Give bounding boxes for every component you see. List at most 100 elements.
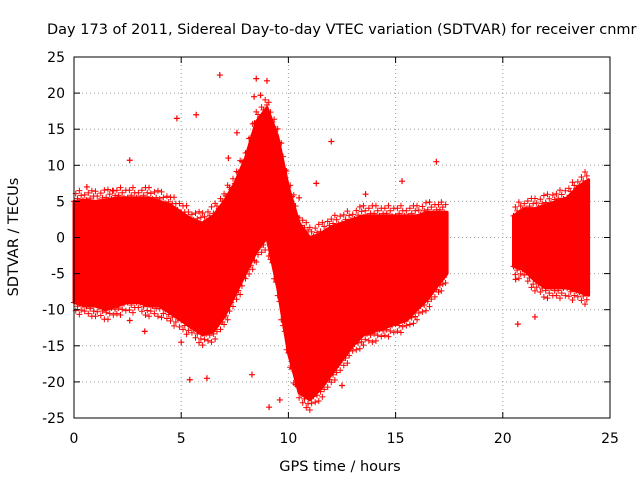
band-edge-upper-point	[197, 214, 204, 221]
outlier-point	[126, 317, 133, 324]
band-edge-lower-point	[583, 296, 590, 303]
band-edge-upper-point	[231, 180, 238, 187]
band-edge-upper-point	[138, 187, 145, 194]
band-edge-upper-point	[96, 197, 103, 204]
band-edge-upper-point	[206, 212, 213, 219]
outlier-point	[276, 396, 283, 403]
band-edge-upper-point	[74, 195, 81, 202]
band-edge-upper-point	[578, 173, 585, 180]
band-edge-upper-point	[580, 177, 587, 184]
band-edge-upper-point	[376, 212, 383, 219]
band-edge-upper-point	[287, 182, 294, 189]
band-edge-lower-point	[442, 279, 449, 286]
band-edge-lower-point	[217, 326, 224, 333]
band-edge-lower-point	[129, 309, 136, 316]
band-edge-lower-point	[224, 316, 231, 323]
band-edge-upper-point	[312, 225, 319, 232]
band-edge-lower-point	[212, 336, 219, 343]
outlier-point	[399, 178, 406, 185]
band-edge-upper-point	[531, 195, 538, 202]
band-edge-lower-point	[106, 310, 113, 317]
band-edge-upper-point	[208, 203, 215, 210]
band-edge-upper-point	[119, 189, 126, 196]
band-edge-upper-point	[126, 187, 133, 194]
band-edge-upper-point	[394, 205, 401, 212]
y-tick-label: -20	[42, 375, 65, 391]
band-edge-lower-point	[226, 308, 233, 315]
band-edge-upper-point	[137, 194, 144, 201]
outlier-point	[141, 328, 148, 335]
band-edge-upper-point	[556, 187, 563, 194]
band-edge-lower-point	[321, 386, 328, 393]
band-edge-upper-point	[330, 220, 337, 227]
band-edge-lower-point	[92, 313, 99, 320]
band-edge-upper-point	[397, 202, 404, 209]
band-edge-lower-point	[181, 322, 188, 329]
band-edge-upper-point	[185, 208, 192, 215]
band-edge-upper-point	[163, 193, 170, 200]
band-edge-lower-point	[162, 306, 169, 313]
band-edge-lower-point	[142, 311, 149, 318]
band-edge-lower-point	[303, 404, 310, 411]
band-edge-upper-point	[83, 197, 90, 204]
band-edge-lower-point	[149, 303, 156, 310]
band-edge-lower-point	[562, 292, 569, 299]
band-edge-upper-point	[519, 206, 526, 213]
band-edge-upper-point	[187, 215, 194, 222]
outlier-point	[83, 183, 90, 190]
band-edge-lower-point	[79, 302, 86, 309]
band-edge-lower-point	[146, 313, 153, 320]
band-edge-upper-point	[144, 189, 151, 196]
band-edge-lower-point	[521, 272, 528, 279]
band-edge-upper-point	[526, 203, 533, 210]
outlier-point	[225, 155, 232, 162]
band-edge-upper-point	[271, 116, 278, 123]
band-edge-lower-point	[574, 293, 581, 300]
band-edge-upper-point	[154, 187, 161, 194]
band-edge-upper-point	[192, 210, 199, 217]
band-edge-lower-point	[104, 316, 111, 323]
band-edge-lower-point	[322, 378, 329, 385]
band-edge-lower-point	[178, 317, 185, 324]
band-edge-lower-point	[399, 323, 406, 330]
band-edge-upper-point	[106, 191, 113, 198]
band-edge-lower-point	[337, 367, 344, 374]
band-edge-lower-point	[246, 270, 253, 277]
band-edge-upper-point	[303, 219, 310, 226]
band-edge-lower-point	[385, 333, 392, 340]
band-edge-upper-point	[365, 205, 372, 212]
band-edge-upper-point	[553, 190, 560, 197]
band-edge-upper-point	[160, 194, 167, 201]
band-edge-upper-point	[244, 149, 251, 156]
band-edge-upper-point	[514, 207, 521, 214]
outlier-point	[186, 376, 193, 383]
band-edge-upper-point	[414, 202, 421, 209]
band-edge-lower-point	[196, 339, 203, 346]
band-edge-upper-point	[215, 205, 222, 212]
band-edge-lower-point	[121, 300, 128, 307]
band-edge-upper-point	[406, 205, 413, 212]
band-edge-lower-point	[99, 308, 106, 315]
x-tick-label: 15	[387, 431, 405, 447]
band-edge-upper-point	[573, 185, 580, 192]
band-edge-lower-point	[187, 323, 194, 330]
band-edge-upper-point	[146, 184, 153, 191]
band-edge-upper-point	[262, 96, 269, 103]
band-edge-lower-point	[276, 298, 283, 305]
band-edge-upper-point	[194, 215, 201, 222]
band-edge-lower-point	[110, 311, 117, 318]
band-edge-lower-point	[369, 339, 376, 346]
band-edge-lower-point	[154, 313, 161, 320]
band-edge-upper-point	[517, 202, 524, 209]
band-edge-upper-point	[280, 153, 287, 160]
band-edge-lower-point	[97, 312, 104, 319]
band-edge-lower-point	[312, 399, 319, 406]
band-edge-upper-point	[315, 221, 322, 228]
band-edge-upper-point	[97, 190, 104, 197]
y-tick-label: 25	[47, 50, 65, 66]
band-edge-lower-point	[201, 336, 208, 343]
outlier-point	[257, 92, 264, 99]
band-edge-upper-point	[308, 228, 315, 235]
band-edge-lower-point	[397, 329, 404, 336]
x-tick-label: 25	[601, 431, 619, 447]
